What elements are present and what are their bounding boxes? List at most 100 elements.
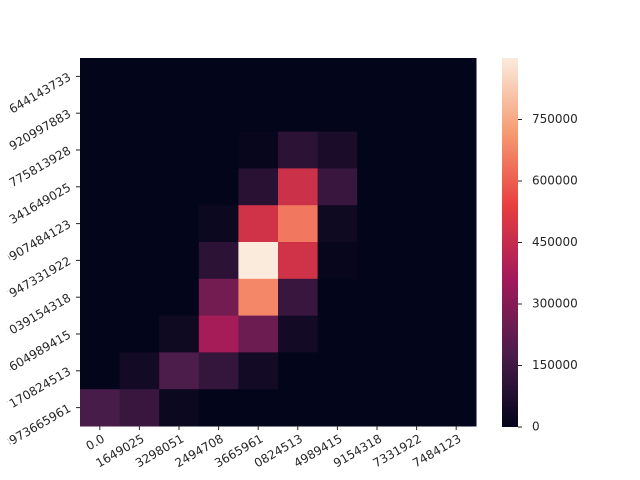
heatmap-cell [396,131,437,169]
heatmap-cell [119,242,160,280]
heatmap-cell [80,94,121,133]
heatmap-cell [278,205,319,243]
heatmap-cell [159,131,200,169]
colorbar-tick-label: 600000 [532,174,578,188]
heatmap-cell [198,242,239,280]
heatmap-cell [436,352,477,390]
heatmap-cell [238,94,279,133]
heatmap-cell [357,315,398,353]
heatmap-cell [357,352,398,390]
heatmap-cell [317,205,358,243]
heatmap-cell [119,94,160,133]
heatmap-cell [198,205,239,243]
heatmap-cell [119,205,160,243]
heatmap-cell [396,94,437,133]
heatmap-cell [80,242,121,280]
colorbar-tick-label: 450000 [532,235,578,249]
heatmap-cell [357,242,398,280]
heatmap-cell [317,168,358,206]
heatmap-cell [357,168,398,206]
heatmap-cell [159,389,200,427]
heatmap-cell [119,58,160,96]
heatmap-cell [80,131,121,169]
heatmap-cell [159,94,200,133]
heatmap-cell [317,315,358,353]
heatmap-cell [238,168,279,206]
heatmap-cell [436,315,477,353]
heatmap-cell [436,131,477,169]
heatmap-cell [119,278,160,317]
heatmap-cell [317,242,358,280]
heatmap-cell [119,389,160,427]
heatmap-cell [119,352,160,390]
heatmap-cell [396,168,437,206]
heatmap-cell [317,352,358,390]
heatmap-cell [436,168,477,206]
heatmap-cell [198,58,239,96]
heatmap-cell [396,389,437,427]
heatmap-cell [198,278,239,317]
heatmap-cell [80,58,121,96]
heatmap-cell [238,205,279,243]
heatmap-cell [238,278,279,317]
heatmap-cell [278,168,319,206]
heatmap-cell [357,205,398,243]
heatmap-cell [198,94,239,133]
heatmap-cell [396,352,437,390]
heatmap-cell [317,131,358,169]
colorbar [502,58,518,427]
heatmap-cell [396,315,437,353]
heatmap-cell [278,278,319,317]
heatmap-cell [357,389,398,427]
heatmap-cell [436,389,477,427]
heatmap-cell [80,205,121,243]
heatmap-cell [159,205,200,243]
heatmap-cell [80,389,121,427]
heatmap-cell [198,131,239,169]
heatmap-cell [198,168,239,206]
heatmap-cell [238,242,279,280]
heatmap-cell [238,389,279,427]
heatmap-cell [357,278,398,317]
heatmap-cell [238,315,279,353]
heatmap-cell [238,58,279,96]
heatmap-cell [278,352,319,390]
heatmap-cell [159,315,200,353]
heatmap-cell [396,58,437,96]
heatmap-cell [119,315,160,353]
heatmap-cell [278,242,319,280]
heatmap-cell [80,315,121,353]
heatmap-cell [357,131,398,169]
colorbar-tick-label: 150000 [532,358,578,372]
heatmap-cell [396,205,437,243]
heatmap-cell [159,242,200,280]
heatmap-cell [198,315,239,353]
heatmap-cell [436,205,477,243]
heatmap-cell [80,278,121,317]
heatmap-cell [80,352,121,390]
heatmap-cell [80,168,121,206]
heatmap-cell [278,58,319,96]
heatmap-cell [396,242,437,280]
heatmap-cell [317,58,358,96]
heatmap-cell [159,58,200,96]
heatmap-cell [278,315,319,353]
heatmap-cell [357,58,398,96]
heatmap-cell [396,278,437,317]
heatmap-cell [198,352,239,390]
colorbar-tick-label: 0 [532,420,540,434]
heatmap-cell [119,168,160,206]
heatmap-cell [159,278,200,317]
heatmap-cell [317,389,358,427]
heatmap-cell [238,131,279,169]
heatmap-cell [119,131,160,169]
heatmap-cell [278,389,319,427]
colorbar-tick-label: 750000 [532,112,578,126]
heatmap-cell [159,352,200,390]
heatmap-cell [317,278,358,317]
heatmap-cell [436,278,477,317]
heatmap-cell [317,94,358,133]
heatmap-cell [436,242,477,280]
heatmap-cell [357,94,398,133]
